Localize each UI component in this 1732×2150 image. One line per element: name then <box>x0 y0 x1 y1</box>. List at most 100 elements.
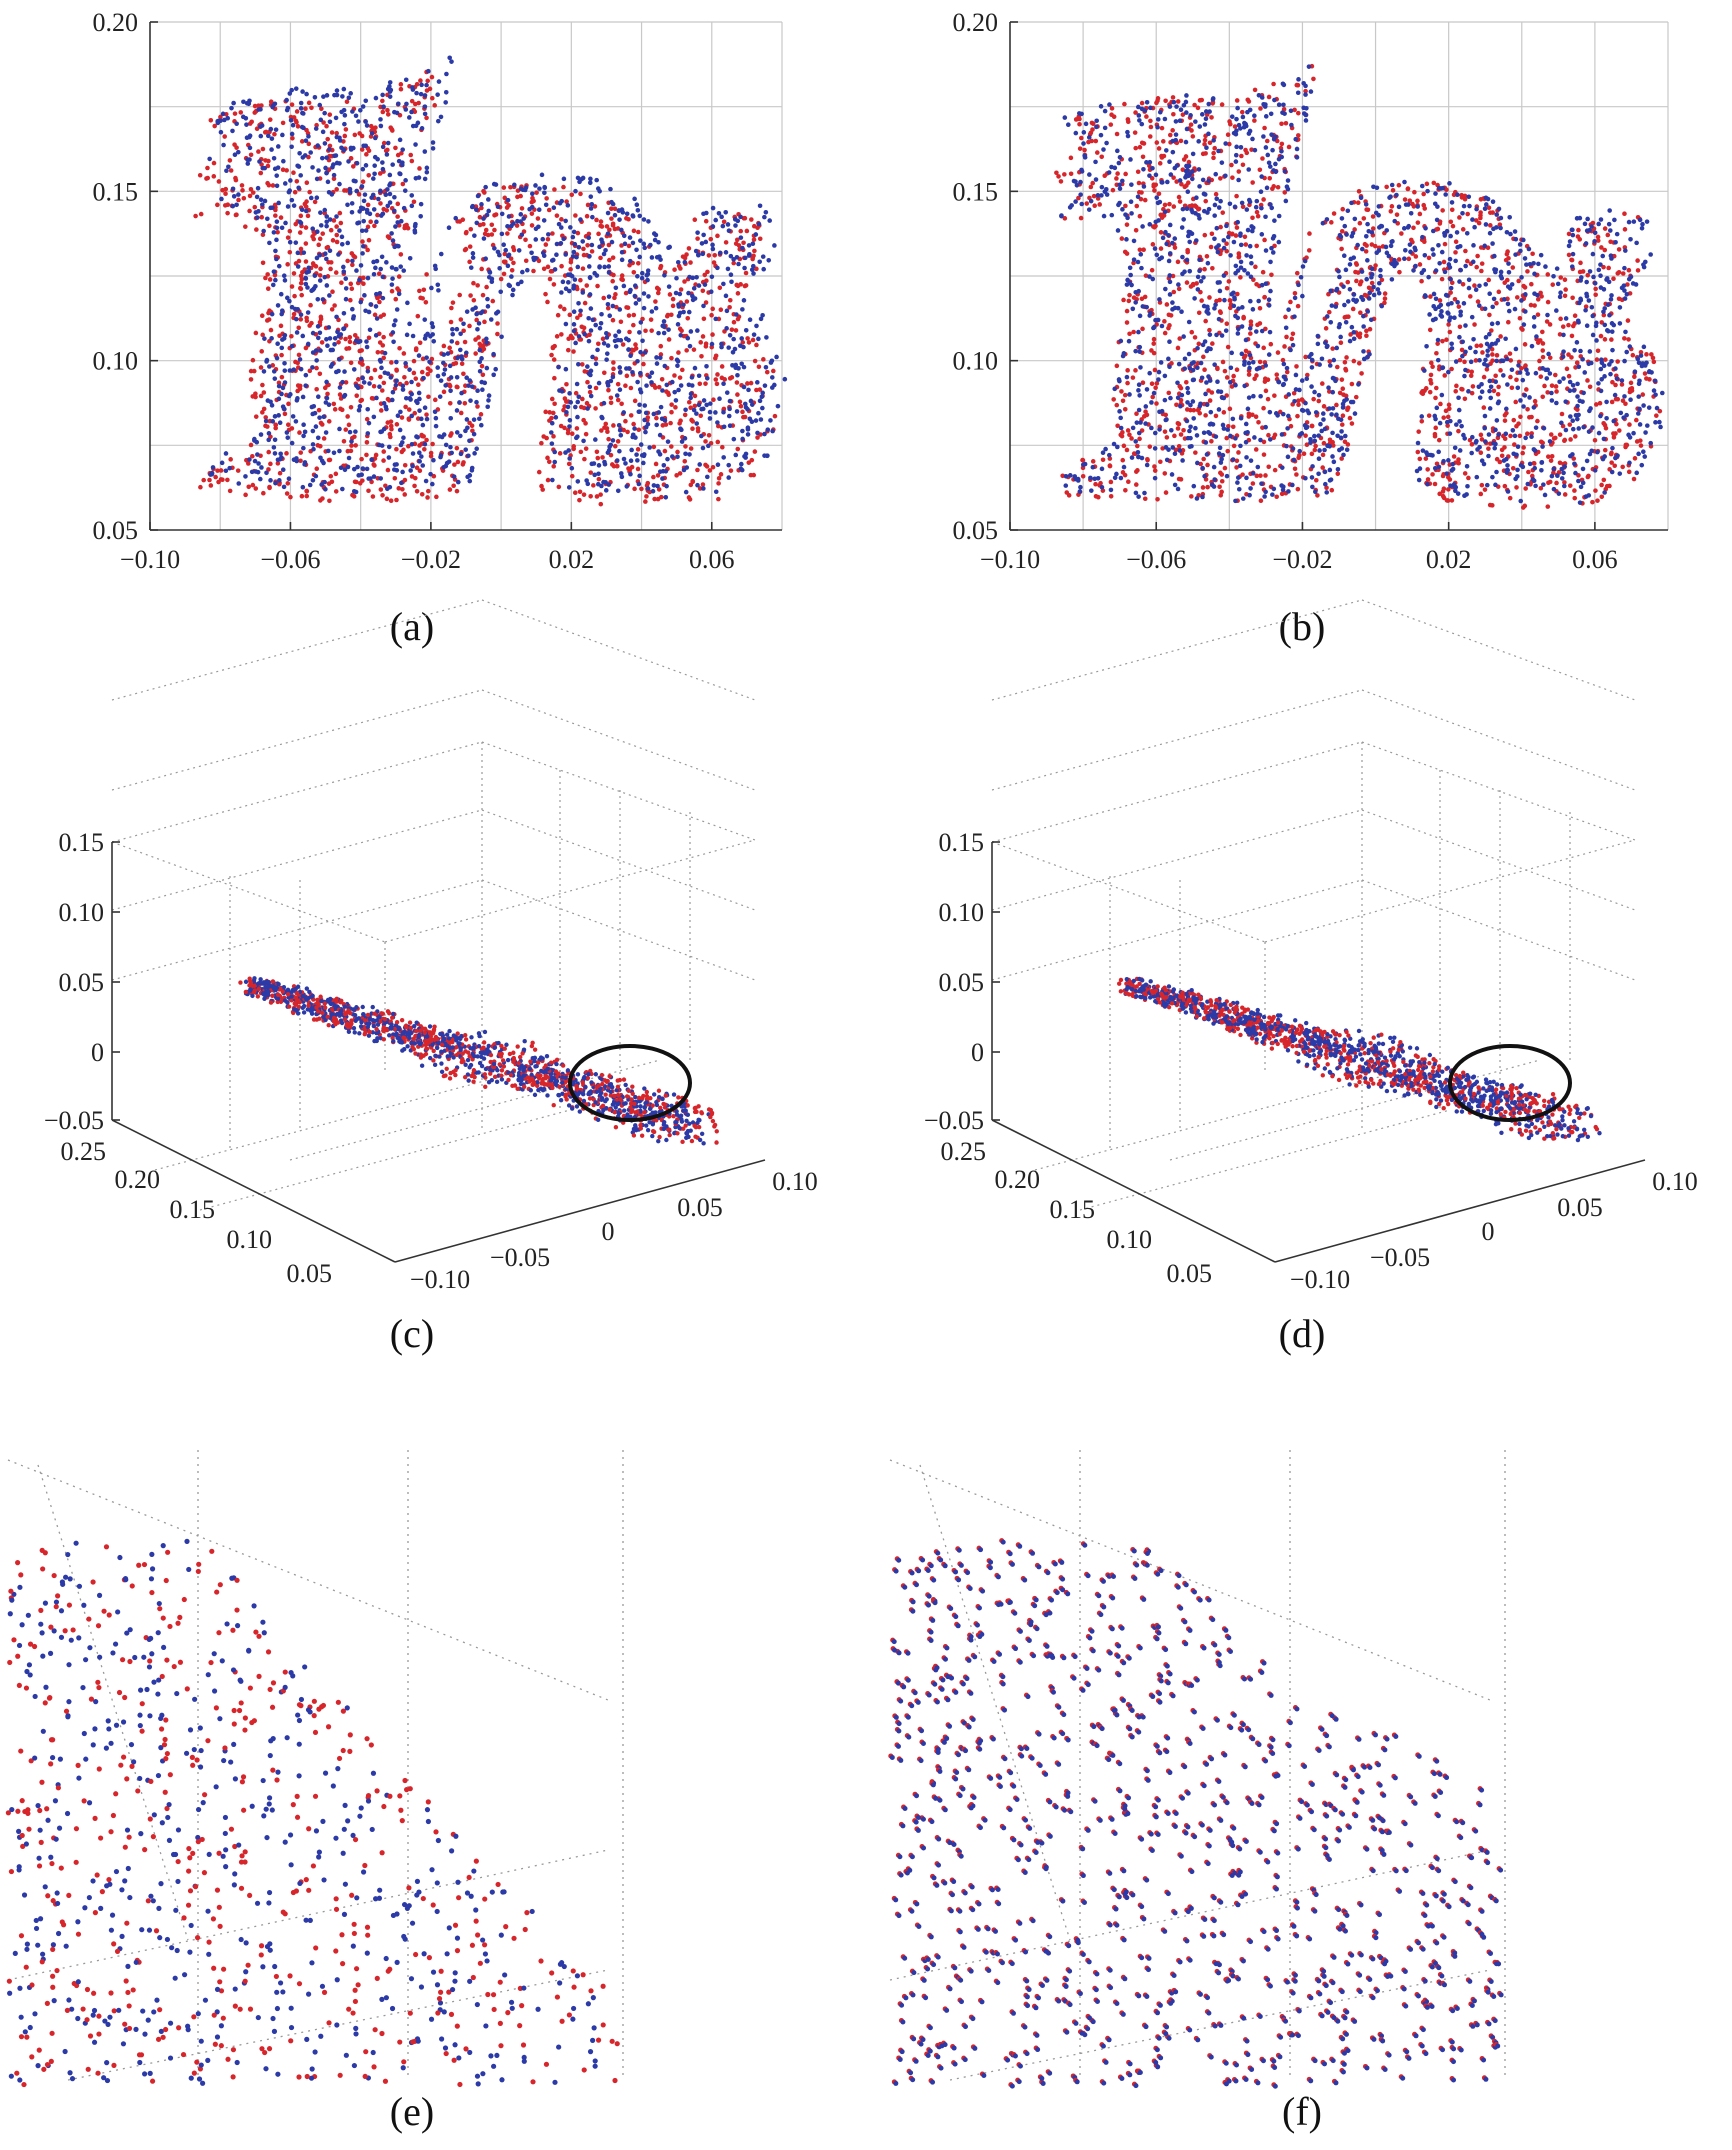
red-point <box>1258 106 1263 111</box>
blue-point <box>247 98 252 104</box>
red-point <box>397 346 402 351</box>
red-point <box>1111 114 1117 120</box>
blue-point <box>563 286 569 292</box>
red-point <box>319 340 325 345</box>
red-point <box>1509 385 1515 391</box>
blue-point <box>746 387 751 393</box>
red-point <box>626 216 631 222</box>
blue-point <box>377 290 383 296</box>
red-point <box>626 243 632 249</box>
red-point <box>1303 433 1308 438</box>
red-point <box>1321 440 1327 446</box>
red-point <box>1295 110 1301 116</box>
blue-point <box>315 324 321 329</box>
blue-point <box>510 292 515 298</box>
red-point <box>384 496 390 502</box>
red-point <box>259 214 265 220</box>
red-point <box>1123 203 1128 209</box>
red-point <box>1558 316 1563 322</box>
red-point <box>1502 483 1508 489</box>
red-point <box>1124 251 1130 256</box>
blue-point <box>621 456 627 462</box>
red-point <box>467 323 472 329</box>
red-point <box>218 477 224 482</box>
blue-point <box>360 251 365 256</box>
red-point <box>370 494 376 499</box>
red-point <box>334 232 340 238</box>
blue-point <box>1424 343 1429 349</box>
red-point <box>1090 459 1096 464</box>
red-point <box>1614 421 1619 427</box>
red-point <box>1494 353 1500 358</box>
blue-point <box>505 223 510 229</box>
red-point <box>669 355 674 361</box>
blue-point <box>661 330 667 336</box>
red-point <box>1449 366 1454 372</box>
red-point <box>1566 373 1572 379</box>
red-point <box>1295 303 1301 309</box>
blue-point <box>391 339 396 345</box>
blue-point <box>378 476 384 481</box>
blue-point <box>731 257 736 262</box>
red-point <box>608 452 614 458</box>
red-point <box>268 461 273 467</box>
panel-a-label: (a) <box>390 604 434 649</box>
blue-point <box>566 485 572 490</box>
red-point <box>318 498 323 503</box>
red-point <box>627 329 632 335</box>
blue-point <box>1233 152 1239 158</box>
red-point <box>353 443 358 448</box>
red-point <box>672 373 677 378</box>
blue-point <box>282 368 288 373</box>
red-point <box>594 217 599 223</box>
red-point <box>1140 380 1146 385</box>
blue-point <box>390 389 396 395</box>
y-tick-label: 0.20 <box>953 8 999 37</box>
red-point <box>1148 118 1153 124</box>
red-point <box>1152 188 1157 193</box>
blue-point <box>694 421 700 426</box>
blue-point <box>333 115 339 121</box>
blue-point <box>751 271 756 276</box>
blue-point <box>424 165 430 171</box>
red-point <box>1349 421 1355 426</box>
y-tick-label: 0.15 <box>93 177 139 206</box>
blue-point <box>1286 392 1292 397</box>
red-point <box>502 251 508 257</box>
red-point <box>1076 195 1081 201</box>
red-point <box>1139 140 1145 146</box>
blue-point <box>604 335 610 340</box>
blue-point <box>304 91 309 97</box>
red-point <box>1236 254 1242 259</box>
red-point <box>272 131 277 137</box>
red-point <box>1114 176 1119 181</box>
red-point <box>277 333 282 339</box>
blue-point <box>652 237 658 243</box>
red-point <box>1479 482 1485 488</box>
red-point <box>1340 206 1346 212</box>
blue-point <box>444 71 449 77</box>
red-point <box>1432 481 1438 487</box>
red-point <box>687 497 693 502</box>
red-point <box>643 499 648 504</box>
red-point <box>227 488 233 494</box>
red-point <box>324 123 329 129</box>
blue-point <box>358 299 364 305</box>
red-point <box>479 205 484 211</box>
blue-point <box>1259 232 1265 237</box>
blue-point <box>1541 425 1547 431</box>
red-point <box>381 140 387 146</box>
blue-point <box>1212 306 1217 311</box>
blue-point <box>358 263 364 268</box>
red-point <box>1230 424 1236 430</box>
red-point <box>1446 402 1452 408</box>
red-point <box>413 376 419 381</box>
blue-point <box>385 203 391 209</box>
red-point <box>308 302 313 308</box>
blue-point <box>438 251 444 257</box>
blue-point <box>726 475 732 480</box>
blue-point <box>677 291 683 297</box>
red-point <box>1357 220 1363 226</box>
blue-point <box>1272 218 1277 223</box>
red-point <box>598 255 603 261</box>
